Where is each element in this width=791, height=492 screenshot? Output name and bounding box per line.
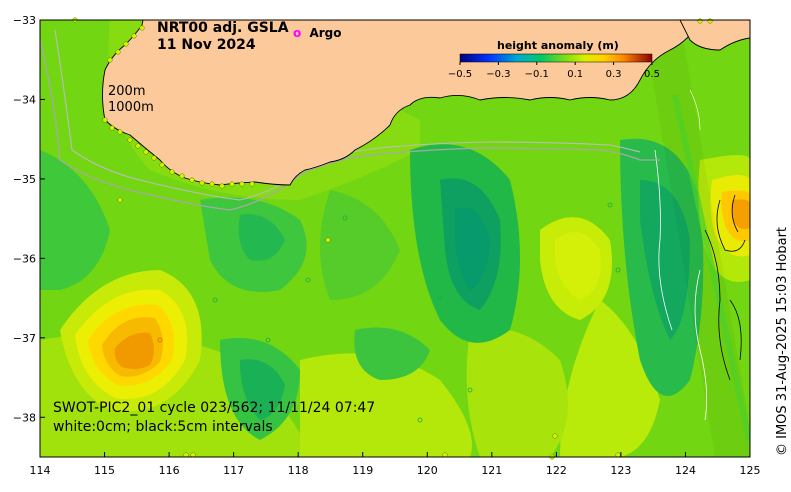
lon-tick-label: 115	[94, 464, 115, 477]
colorbar-tick-label: −0.3	[486, 69, 510, 80]
lon-tick-label: 121	[481, 464, 502, 477]
swot-info-line-2: white:0cm; black:5cm intervals	[53, 419, 273, 435]
swot-info: SWOT-PIC2_01 cycle 023/562; 11/11/24 07:…	[53, 399, 375, 437]
title-line-2: 11 Nov 2024	[157, 37, 256, 53]
lon-tick-label: 120	[417, 464, 438, 477]
lat-tick-label: −34	[13, 93, 36, 106]
swot-info-line-1: SWOT-PIC2_01 cycle 023/562; 11/11/24 07:…	[53, 400, 376, 416]
argo-markers	[157, 202, 621, 423]
lon-tick-label: 117	[223, 464, 244, 477]
lon-tick-label: 125	[740, 464, 761, 477]
colorbar-title: height anomaly (m)	[497, 39, 619, 52]
colorbar-ticks: −0.5 −0.3 −0.1 0.1 0.3 0.5	[448, 62, 660, 80]
colorbar-tick-label: 0.1	[567, 69, 583, 80]
lat-tick-label: −37	[13, 332, 36, 345]
map-title: NRT00 adj. GSLA 11 Nov 2024	[157, 20, 289, 54]
argo-legend-label: Argo	[309, 26, 342, 40]
lon-tick-label: 118	[288, 464, 309, 477]
lat-tick-label: −38	[13, 411, 36, 424]
colorbar-tick-label: −0.5	[448, 69, 472, 80]
argo-legend-symbol: o	[293, 26, 302, 40]
isobath-label-1000: 1000m	[108, 100, 154, 115]
lon-tick-label: 123	[610, 464, 631, 477]
colorbar-tick-label: −0.1	[525, 69, 549, 80]
lat-tick-label: −35	[13, 173, 36, 186]
coastal-data-points	[72, 17, 713, 460]
colorbar-tick-label: 0.5	[644, 69, 660, 80]
imos-credit: © IMOS 31-Aug-2025 15:03 Hobart	[775, 226, 790, 456]
argo-legend: o Argo	[293, 26, 341, 40]
title-line-1: NRT00 adj. GSLA	[157, 20, 289, 36]
isobath-label-200: 200m	[108, 84, 146, 99]
plot-frame	[39, 19, 751, 458]
colorbar: −0.5 −0.3 −0.1 0.1 0.3 0.5	[448, 53, 660, 80]
lon-tick-label: 114	[30, 464, 51, 477]
isobath-labels: 200m 1000m	[108, 84, 154, 116]
lon-tick-label: 119	[352, 464, 373, 477]
lat-tick-label: −33	[13, 14, 36, 27]
colorbar-gradient	[459, 53, 653, 63]
lon-tick-label: 116	[159, 464, 180, 477]
longitude-axis: 114 115 116 117 118 119 120 121 122 123 124 125	[30, 452, 761, 477]
lon-tick-label: 124	[675, 464, 696, 477]
colorbar-tick-label: 0.3	[606, 69, 622, 80]
lat-tick-label: −36	[13, 252, 36, 265]
lon-tick-label: 122	[546, 464, 567, 477]
latitude-axis: −33 −34 −35 −36 −37 −38	[13, 14, 45, 424]
